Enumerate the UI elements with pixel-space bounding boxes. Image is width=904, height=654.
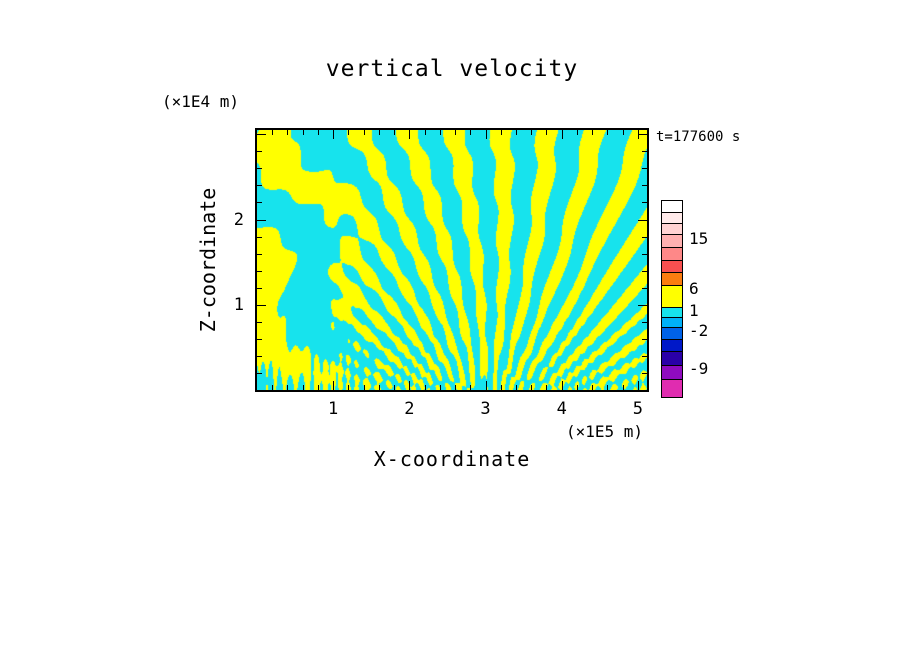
x-axis-title: X-coordinate — [373, 447, 531, 471]
colorbar-segment — [662, 308, 682, 318]
x-tick-label: 1 — [328, 399, 339, 419]
z-axis-title: Z-coordinate — [196, 187, 220, 333]
chart-title: vertical velocity — [325, 56, 579, 82]
x-tick-label: 2 — [404, 399, 415, 419]
colorbar-tick-label: 15 — [689, 229, 709, 248]
colorbar-segment — [662, 213, 682, 224]
y-tick-label: 1 — [233, 294, 244, 315]
colorbar-tick-label: 6 — [689, 279, 699, 298]
plot-area — [255, 128, 649, 392]
colorbar-segment — [662, 261, 682, 273]
colorbar-tick-label: -9 — [689, 359, 709, 378]
colorbar-segment — [662, 273, 682, 286]
colorbar-segment — [662, 366, 682, 380]
colorbar-segment — [662, 286, 682, 308]
colorbar-segment — [662, 328, 682, 340]
colorbar-segment — [662, 201, 682, 213]
colorbar-segment — [662, 380, 682, 397]
colorbar-tick-label: 1 — [689, 301, 699, 320]
colorbar-segment — [662, 248, 682, 261]
colorbar-tick-label: -2 — [689, 321, 709, 340]
colorbar-segment — [662, 340, 682, 352]
x-tick-label: 3 — [480, 399, 491, 419]
time-annotation: t=177600 s — [656, 129, 741, 145]
colorbar-segment — [662, 318, 682, 328]
y-tick-label: 2 — [233, 209, 244, 230]
colorbar-segment — [662, 352, 682, 366]
x-tick-label: 4 — [556, 399, 567, 419]
z-axis-unit-label: (×1E4 m) — [162, 92, 240, 111]
x-tick-label: 5 — [632, 399, 643, 419]
heatmap-canvas — [257, 130, 647, 390]
x-axis-unit-label: (×1E5 m) — [566, 422, 644, 441]
colorbar-segment — [662, 235, 682, 248]
colorbar — [661, 200, 683, 398]
colorbar-segment — [662, 224, 682, 235]
